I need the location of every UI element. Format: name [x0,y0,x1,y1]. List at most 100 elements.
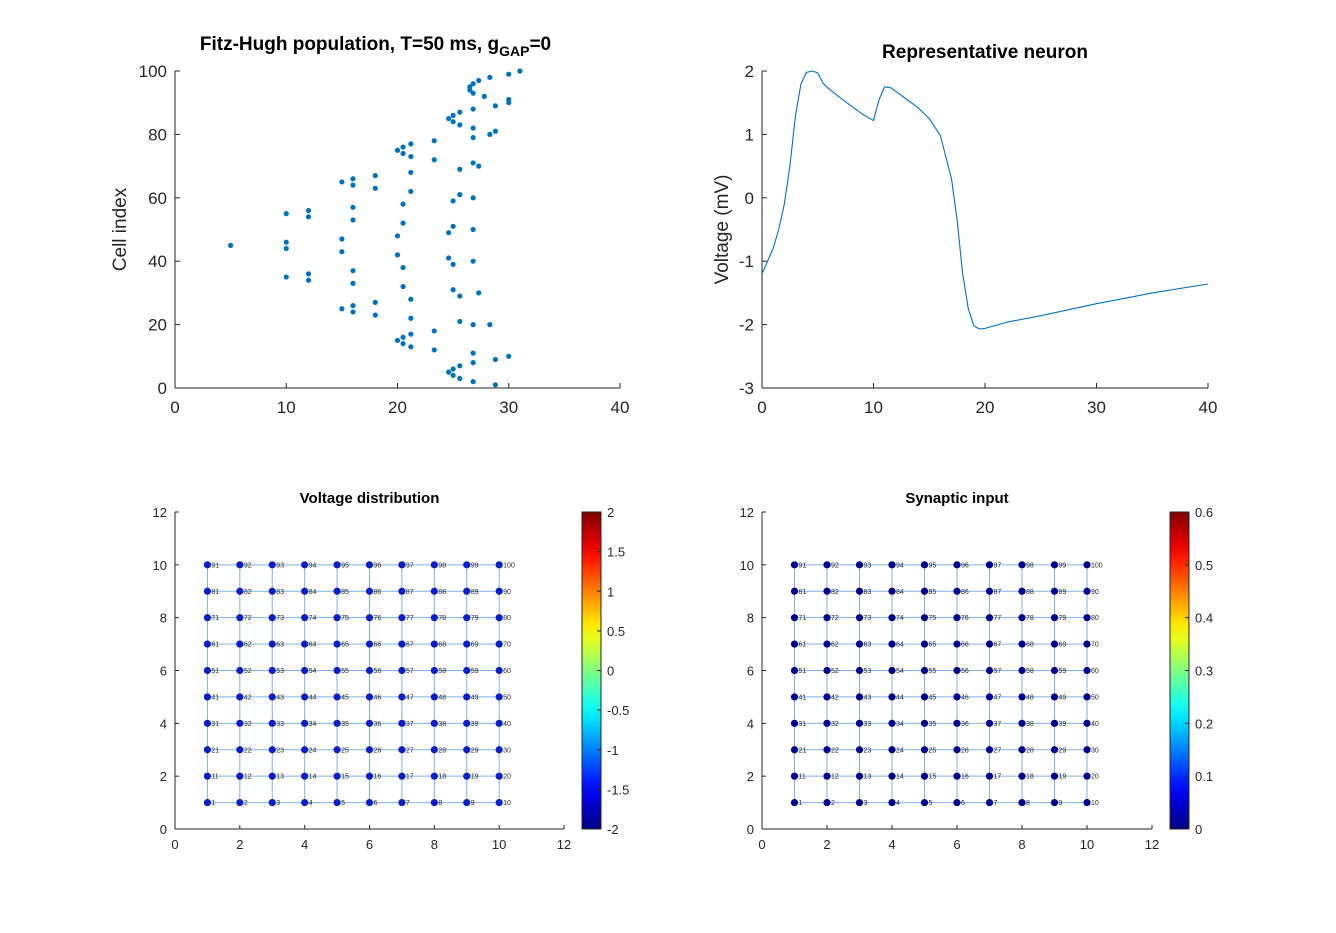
node-index-label: 89 [1059,589,1067,596]
node-index-label: 95 [929,562,937,569]
neuron-node [823,640,831,648]
neuron-node [888,640,896,648]
colorbar-tick-label: 0.6 [1195,505,1213,520]
spike-point [450,119,456,125]
node-index-label: 83 [276,589,284,596]
node-index-label: 62 [244,642,252,649]
neuron-node [301,772,309,780]
neuron-node [1083,772,1091,780]
node-index-label: 1 [211,800,215,807]
x-tick-label: 2 [236,837,243,852]
neuron-node [365,798,374,807]
node-index-label: 35 [929,721,937,728]
neuron-node [236,587,244,595]
neuron-node [495,640,503,648]
spike-point [450,198,456,204]
neuron-node [1050,640,1059,648]
neuron-node [985,640,994,648]
neuron-node [920,772,929,780]
neuron-node [430,561,438,569]
neuron-node [888,746,896,754]
neuron-node [365,587,374,595]
x-tick-label: 4 [301,837,308,852]
neuron-node [333,772,341,780]
node-index-label: 98 [1026,562,1034,569]
y-tick-label: 0 [158,379,167,398]
node-index-label: 77 [406,615,414,622]
node-index-label: 96 [374,562,382,569]
spike-point [431,328,437,334]
neuron-node [888,693,896,701]
neuron-node [920,798,929,807]
y-axis-label: Cell index [110,187,131,271]
neuron-node [1083,746,1091,754]
neuron-node [268,719,276,727]
neuron-node [888,587,896,595]
neuron-node [985,561,994,569]
y-tick-label: 1 [745,125,754,144]
spike-point [457,293,463,299]
spike-point [450,366,456,372]
neuron-node [365,693,374,701]
y-tick-label: 0 [747,822,754,837]
colorbar-tick-label: 1.5 [607,545,625,560]
y-tick-label: 8 [747,611,754,626]
y-tick-label: 2 [745,62,754,81]
neuron-node [301,614,309,622]
node-index-label: 24 [309,747,317,754]
spike-point [506,353,512,359]
node-index-label: 24 [896,747,904,754]
node-index-label: 10 [503,800,511,807]
neuron-node [268,561,276,569]
colorbar-tick-label: 0.3 [1195,664,1213,679]
y-tick-label: -3 [739,379,754,398]
node-index-label: 9 [471,800,475,807]
spike-point [400,201,406,207]
neuron-node [985,772,994,780]
neuron-node [985,798,994,807]
raster-chart: 0 10 20 30 40 0 20 40 60 80 100 Fitz-Hugh populatio… [110,34,629,417]
neuron-node [1083,561,1091,569]
node-index-label: 67 [994,642,1002,649]
node-index-label: 23 [864,747,872,754]
neuron-node [888,666,896,675]
node-index-label: 30 [1091,747,1099,754]
neuron-node [823,587,831,595]
neuron-node [1018,666,1026,675]
node-index-label: 47 [994,694,1002,701]
node-index-label: 79 [471,615,479,622]
node-index-label: 94 [896,562,904,569]
neuron-node [268,746,276,754]
spike-point [470,134,476,141]
node-index-label: 55 [929,668,937,675]
spike-point [470,81,476,87]
spike-point [372,299,378,306]
neuron-node [268,693,276,701]
neuron-node [463,772,471,780]
neuron-node [823,666,831,675]
neuron-node [398,666,406,675]
node-index-label: 80 [1091,615,1099,622]
spike-point [506,100,512,106]
spike-point [305,214,312,220]
spike-point [350,176,356,182]
neuron-node [398,719,406,727]
node-index-label: 11 [799,774,806,781]
x-tick-label: 8 [431,837,438,852]
node-index-label: 53 [864,668,872,675]
node-index-label: 68 [1026,642,1034,649]
node-index-label: 100 [503,562,515,569]
node-index-label: 32 [244,721,252,728]
node-index-label: 37 [994,721,1002,728]
node-index-label: 17 [406,774,414,781]
y-tick-label: 100 [139,62,167,81]
node-index-label: 91 [211,562,219,569]
x-tick-label: 8 [1018,837,1025,852]
neuron-node [790,666,799,675]
spike-point [457,363,463,369]
node-index-label: 60 [1091,668,1099,675]
node-index-label: 100 [1091,562,1103,569]
node-index-label: 56 [374,668,382,675]
spike-point [350,280,356,286]
